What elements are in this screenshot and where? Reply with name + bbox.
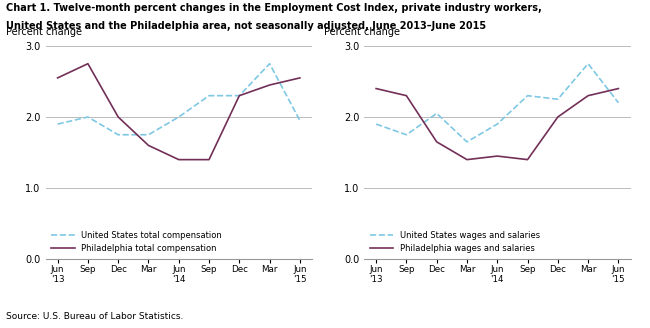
Text: United States and the Philadelphia area, not seasonally adjusted, June 2013–June: United States and the Philadelphia area,… bbox=[6, 21, 487, 31]
United States wages and salaries bbox=[493, 122, 501, 126]
United States wages and salaries bbox=[402, 133, 410, 137]
United States total compensation bbox=[296, 119, 304, 123]
United States total compensation bbox=[114, 133, 122, 137]
Philadelphia wages and salaries bbox=[584, 94, 592, 98]
Line: Philadelphia total compensation: Philadelphia total compensation bbox=[58, 64, 300, 160]
Philadelphia wages and salaries bbox=[463, 158, 471, 162]
United States wages and salaries bbox=[614, 101, 622, 105]
United States total compensation bbox=[235, 94, 243, 98]
Philadelphia wages and salaries bbox=[493, 154, 501, 158]
Text: Source: U.S. Bureau of Labor Statistics.: Source: U.S. Bureau of Labor Statistics. bbox=[6, 313, 184, 321]
Text: Percent change: Percent change bbox=[324, 28, 400, 37]
Philadelphia total compensation bbox=[114, 115, 122, 119]
Philadelphia total compensation bbox=[54, 76, 62, 80]
Text: Chart 1. Twelve-month percent changes in the Employment Cost Index, private indu: Chart 1. Twelve-month percent changes in… bbox=[6, 3, 542, 13]
Philadelphia total compensation bbox=[235, 94, 243, 98]
United States total compensation bbox=[266, 62, 274, 66]
Philadelphia total compensation bbox=[84, 62, 92, 66]
United States wages and salaries bbox=[372, 122, 380, 126]
Philadelphia wages and salaries bbox=[372, 87, 380, 91]
United States total compensation bbox=[205, 94, 213, 98]
Legend: United States wages and salaries, Philadelphia wages and salaries: United States wages and salaries, Philad… bbox=[368, 230, 541, 255]
Philadelphia total compensation bbox=[266, 83, 274, 87]
Line: Philadelphia wages and salaries: Philadelphia wages and salaries bbox=[376, 89, 618, 160]
Text: Percent change: Percent change bbox=[6, 28, 81, 37]
Philadelphia total compensation bbox=[144, 143, 152, 147]
Philadelphia wages and salaries bbox=[614, 87, 622, 91]
United States total compensation bbox=[175, 115, 183, 119]
United States wages and salaries bbox=[433, 112, 441, 115]
Philadelphia total compensation bbox=[205, 158, 213, 162]
Philadelphia wages and salaries bbox=[433, 140, 441, 144]
Philadelphia wages and salaries bbox=[402, 94, 410, 98]
Philadelphia total compensation bbox=[175, 158, 183, 162]
United States total compensation bbox=[144, 133, 152, 137]
Legend: United States total compensation, Philadelphia total compensation: United States total compensation, Philad… bbox=[49, 230, 224, 255]
United States total compensation bbox=[54, 122, 62, 126]
Philadelphia total compensation bbox=[296, 76, 304, 80]
Philadelphia wages and salaries bbox=[524, 158, 532, 162]
United States wages and salaries bbox=[554, 97, 562, 101]
Philadelphia wages and salaries bbox=[554, 115, 562, 119]
United States wages and salaries bbox=[584, 62, 592, 66]
United States total compensation bbox=[84, 115, 92, 119]
United States wages and salaries bbox=[463, 140, 471, 144]
Line: United States total compensation: United States total compensation bbox=[58, 64, 300, 135]
United States wages and salaries bbox=[524, 94, 532, 98]
Line: United States wages and salaries: United States wages and salaries bbox=[376, 64, 618, 142]
